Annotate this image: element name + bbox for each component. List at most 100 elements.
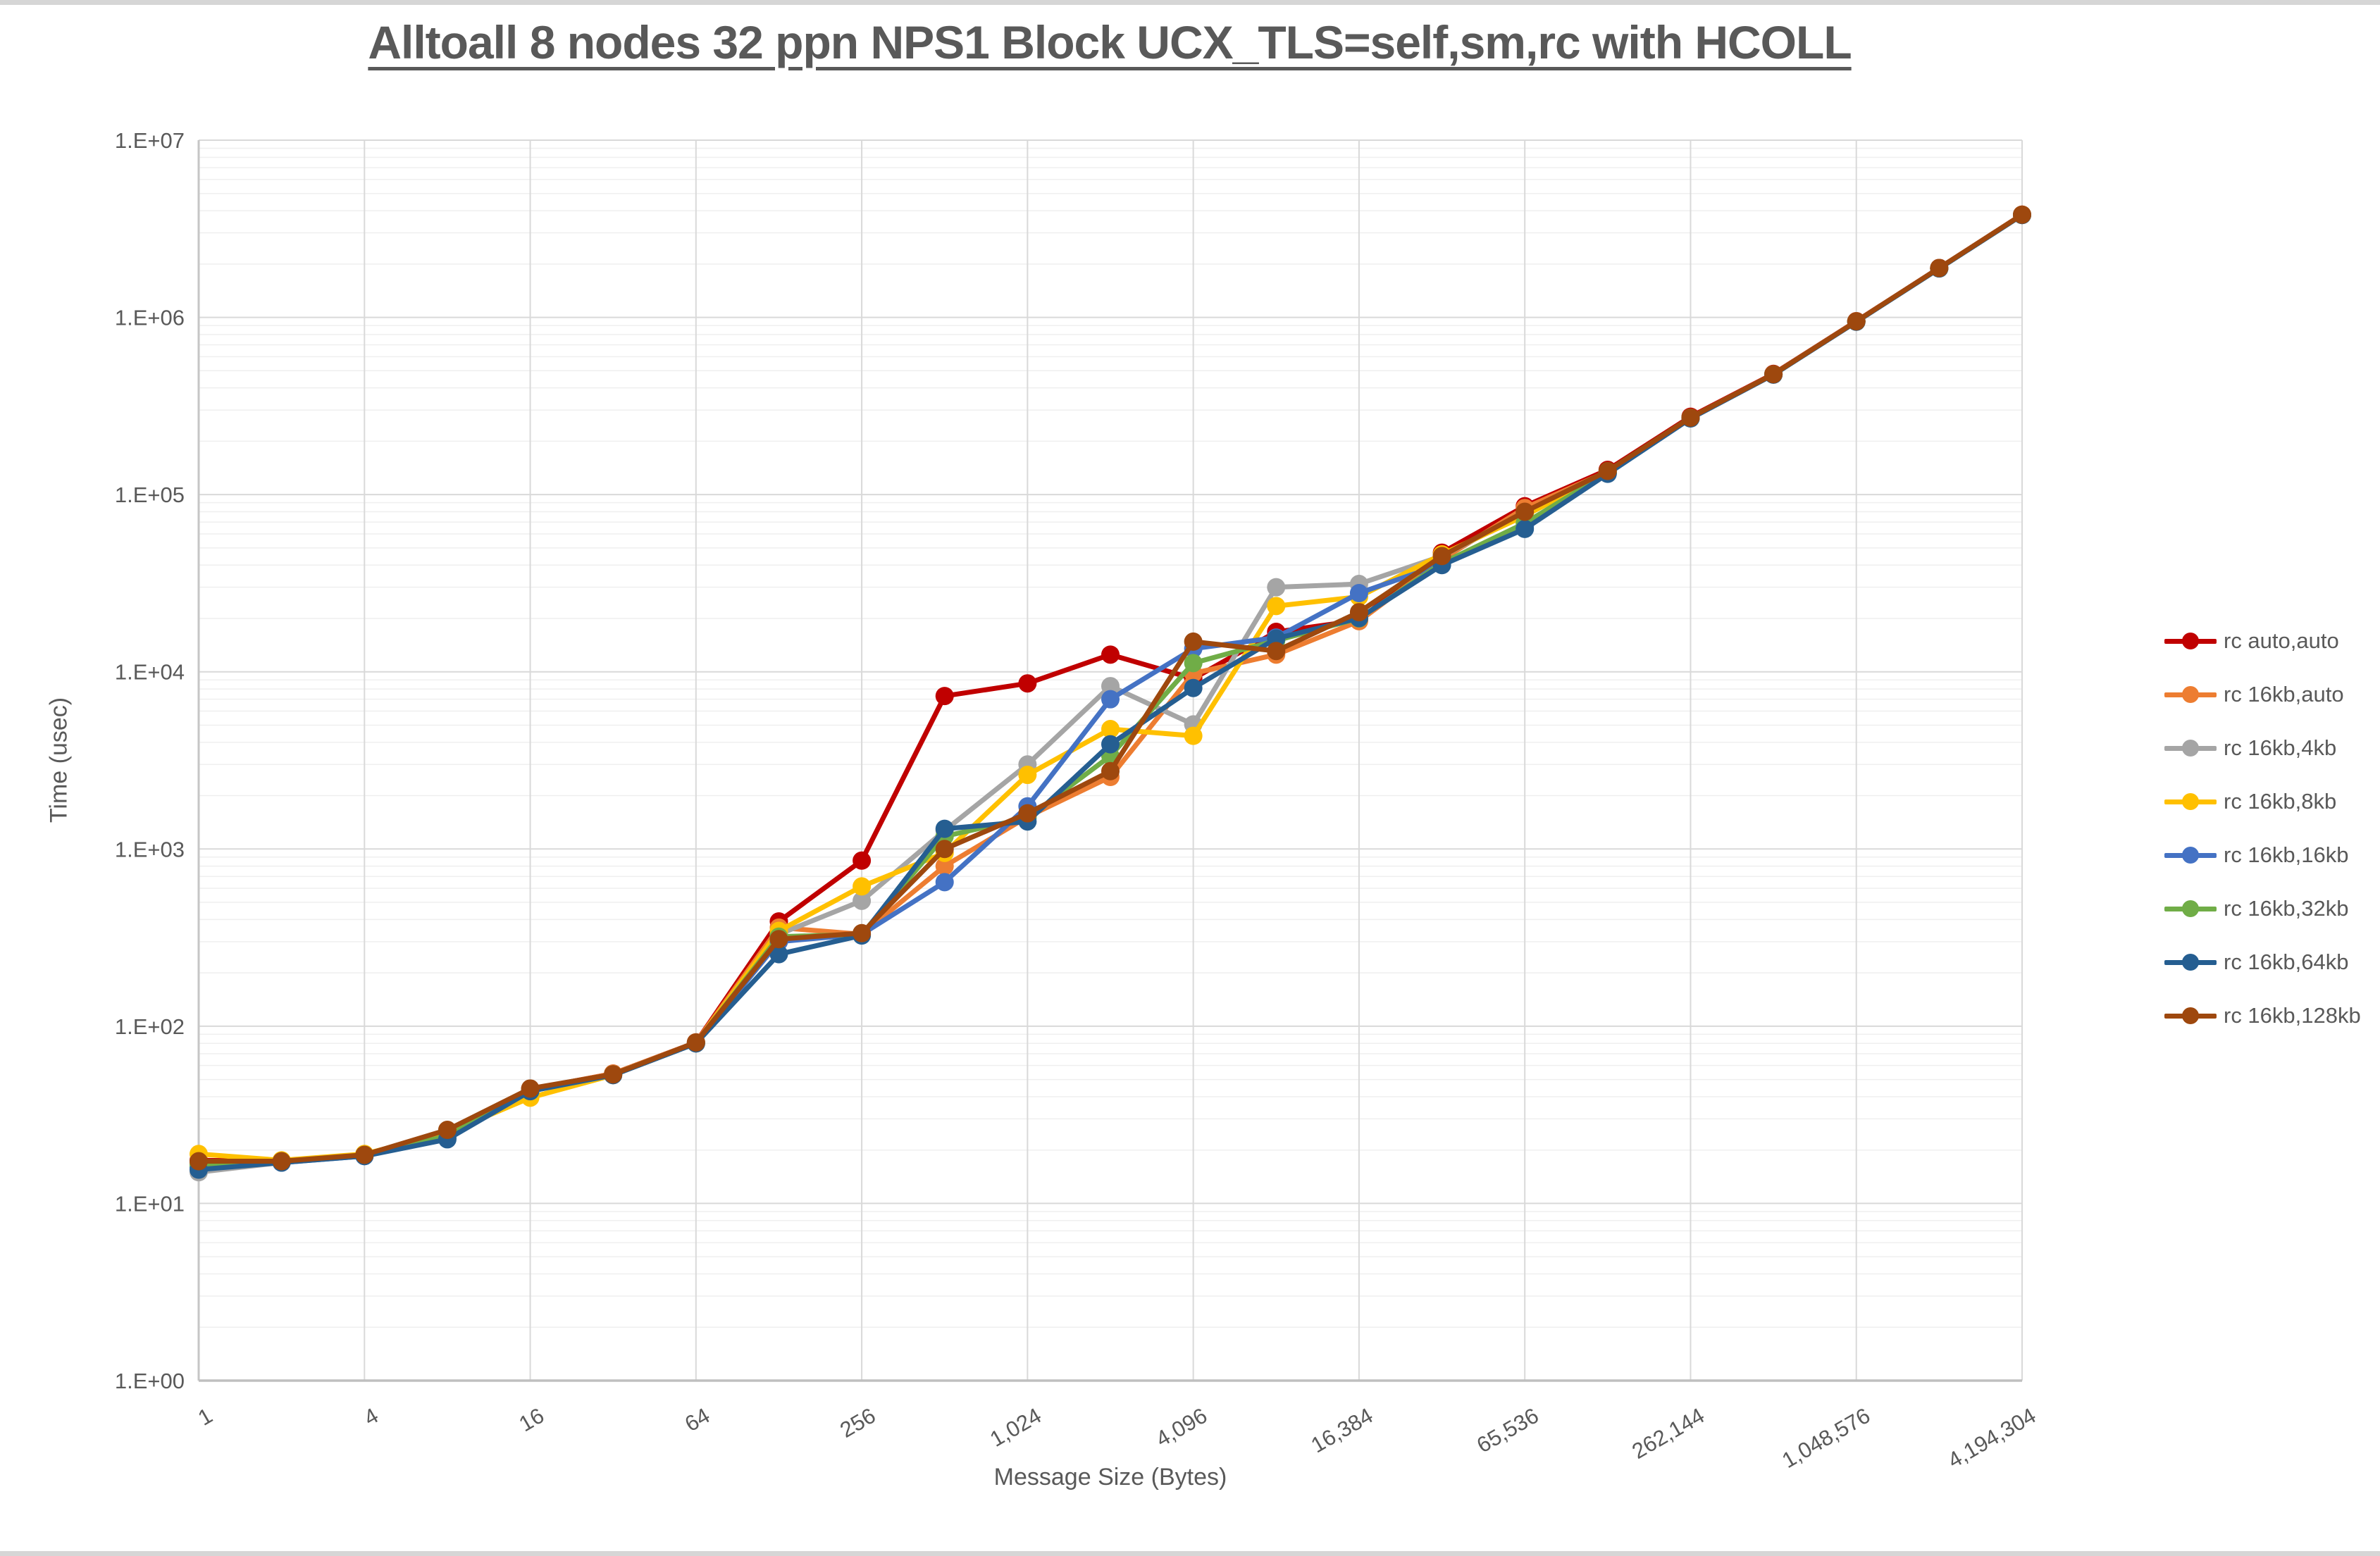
y-tick-label: 1.E+02: [115, 1014, 185, 1039]
data-point[interactable]: [1101, 735, 1120, 754]
data-point[interactable]: [853, 851, 872, 870]
gridlines-major-horizontal: [199, 139, 2022, 1205]
data-point[interactable]: [1598, 461, 1617, 480]
legend-dot-icon: [2182, 633, 2199, 649]
y-axis-title: Time (usec): [45, 697, 73, 823]
legend-dot-icon: [2182, 900, 2199, 917]
x-tick-label: 64: [681, 1403, 714, 1437]
data-point[interactable]: [1184, 654, 1203, 673]
legend-marker-icon: [2164, 900, 2217, 917]
legend-dot-icon: [2182, 793, 2199, 810]
chart-title: Alltoall 8 nodes 32 ppn NPS1 Block UCX_T…: [368, 16, 1852, 68]
legend-marker-icon: [2164, 847, 2217, 864]
series-rc-16kb-128kb[interactable]: [190, 205, 2031, 1171]
x-tick-label: 256: [836, 1403, 879, 1443]
data-point[interactable]: [1267, 597, 1286, 616]
legend-marker-icon: [2164, 954, 2217, 971]
legend-label: rc auto,auto: [2224, 628, 2339, 653]
legend-item-rc-auto-auto[interactable]: rc auto,auto: [2164, 614, 2361, 668]
data-point[interactable]: [1018, 674, 1037, 693]
data-point[interactable]: [935, 687, 954, 706]
data-point[interactable]: [935, 873, 954, 892]
window-edge-bottom: [0, 1551, 2380, 1556]
data-point[interactable]: [1184, 678, 1203, 697]
data-point[interactable]: [1847, 312, 1866, 331]
y-tick-label: 1.E+07: [115, 128, 185, 153]
data-point[interactable]: [935, 857, 954, 876]
data-point[interactable]: [438, 1121, 457, 1140]
legend-item-rc-16kb-128kb[interactable]: rc 16kb,128kb: [2164, 989, 2361, 1042]
data-point[interactable]: [1516, 502, 1535, 521]
data-point[interactable]: [769, 945, 788, 964]
data-point[interactable]: [853, 877, 872, 896]
data-point[interactable]: [1101, 677, 1120, 696]
x-tick-label: 4,096: [1151, 1403, 1211, 1452]
data-point[interactable]: [1432, 547, 1451, 566]
y-tick-label: 1.E+05: [115, 483, 185, 507]
data-point[interactable]: [1930, 259, 1949, 278]
data-point[interactable]: [853, 891, 872, 910]
y-tick-label: 1.E+00: [115, 1369, 185, 1393]
x-tick-label: 1: [194, 1403, 216, 1431]
data-point[interactable]: [769, 930, 788, 949]
series-rc-16kb-16kb[interactable]: [190, 206, 2031, 1177]
data-point[interactable]: [853, 923, 872, 942]
legend-dot-icon: [2182, 954, 2199, 971]
legend-label: rc 16kb,4kb: [2224, 735, 2337, 760]
x-axis-title: Message Size (Bytes): [993, 1464, 1227, 1490]
data-point[interactable]: [1267, 578, 1286, 597]
legend-marker-icon: [2164, 740, 2217, 757]
legend-dot-icon: [2182, 1007, 2199, 1024]
legend-label: rc 16kb,128kb: [2224, 1003, 2361, 1028]
data-point[interactable]: [1349, 584, 1368, 603]
data-point[interactable]: [1101, 761, 1120, 780]
data-point[interactable]: [1018, 766, 1037, 785]
legend-label: rc 16kb,32kb: [2224, 896, 2349, 921]
data-point[interactable]: [1764, 365, 1783, 384]
legend-item-rc-16kb-4kb[interactable]: rc 16kb,4kb: [2164, 721, 2361, 775]
legend-dot-icon: [2182, 740, 2199, 757]
legend-item-rc-16kb-auto[interactable]: rc 16kb,auto: [2164, 668, 2361, 721]
legend: rc auto,auto rc 16kb,auto rc 16kb,4kb rc 16…: [2164, 614, 2361, 1042]
window-edge-top: [0, 0, 2380, 5]
x-tick-label: 65,536: [1473, 1403, 1543, 1458]
legend-item-rc-16kb-16kb[interactable]: rc 16kb,16kb: [2164, 828, 2361, 882]
legend-dot-icon: [2182, 847, 2199, 864]
data-point[interactable]: [935, 819, 954, 838]
data-point[interactable]: [604, 1065, 623, 1084]
legend-label: rc 16kb,16kb: [2224, 842, 2349, 867]
gridlines-minor: [199, 147, 2022, 1328]
x-tick-label: 4,194,304: [1944, 1403, 2040, 1473]
data-point[interactable]: [935, 840, 954, 859]
data-point[interactable]: [521, 1079, 540, 1098]
legend-item-rc-16kb-64kb[interactable]: rc 16kb,64kb: [2164, 935, 2361, 989]
legend-marker-icon: [2164, 686, 2217, 703]
data-point[interactable]: [2013, 205, 2031, 224]
legend-marker-icon: [2164, 633, 2217, 649]
data-point[interactable]: [1349, 603, 1368, 622]
legend-dot-icon: [2182, 686, 2199, 703]
data-point[interactable]: [1184, 726, 1203, 745]
legend-item-rc-16kb-32kb[interactable]: rc 16kb,32kb: [2164, 882, 2361, 935]
x-tick-label: 1,024: [986, 1403, 1046, 1452]
data-point[interactable]: [355, 1145, 374, 1164]
data-point[interactable]: [272, 1152, 291, 1171]
legend-marker-icon: [2164, 1007, 2217, 1024]
data-point[interactable]: [190, 1152, 208, 1171]
data-point[interactable]: [1516, 519, 1535, 538]
x-tick-label: 16: [515, 1403, 548, 1437]
data-point[interactable]: [1267, 642, 1286, 661]
data-point[interactable]: [1184, 632, 1203, 651]
x-tick-label: 16,384: [1307, 1403, 1377, 1458]
legend-label: rc 16kb,8kb: [2224, 789, 2337, 814]
data-point[interactable]: [1018, 804, 1037, 823]
data-point[interactable]: [1101, 645, 1120, 664]
data-point[interactable]: [1101, 690, 1120, 709]
legend-item-rc-16kb-8kb[interactable]: rc 16kb,8kb: [2164, 775, 2361, 828]
y-tick-label: 1.E+01: [115, 1191, 185, 1216]
data-point[interactable]: [1681, 408, 1700, 427]
data-point[interactable]: [686, 1033, 705, 1052]
data-point[interactable]: [1101, 720, 1120, 739]
